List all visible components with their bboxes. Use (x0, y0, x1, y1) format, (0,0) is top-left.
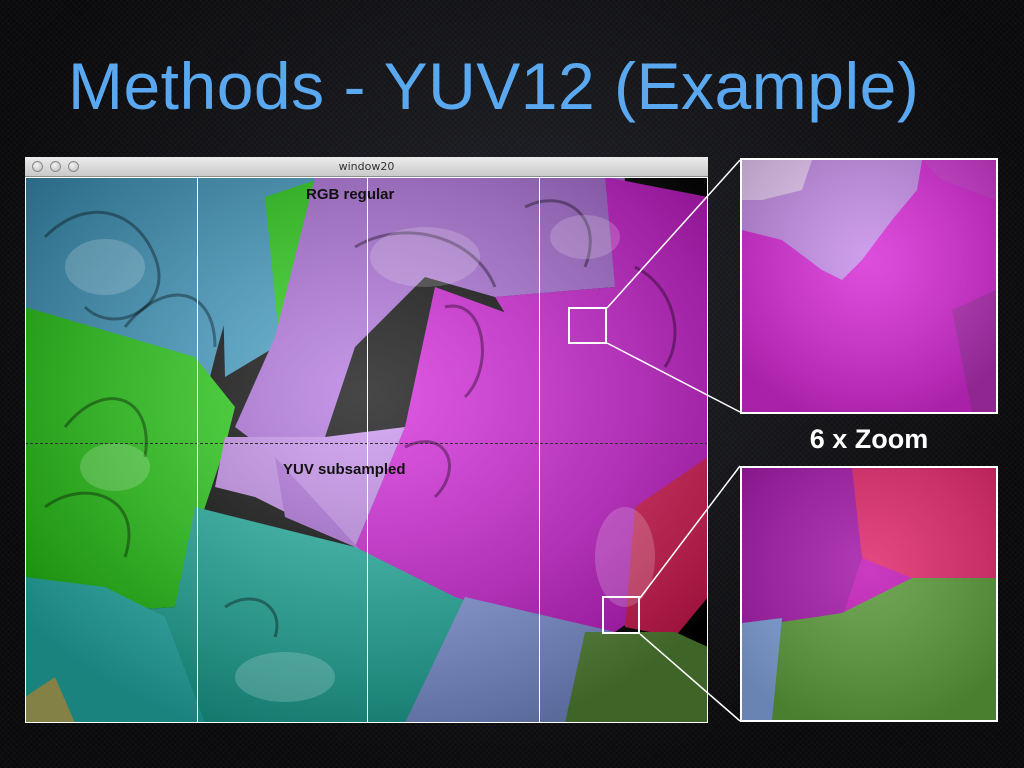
yuv-subsampled-label: YUV subsampled (283, 461, 406, 478)
grid-line (197, 177, 198, 723)
window-title: window20 (338, 160, 395, 173)
zoom-image-yuv (742, 468, 996, 720)
grid-line (367, 177, 368, 723)
app-window: window20 (25, 157, 708, 723)
zoom-panel-yuv (740, 466, 998, 722)
render-viewport[interactable]: RGB regular YUV subsampled (25, 177, 708, 723)
slide-title: Methods - YUV12 (Example) (68, 49, 920, 123)
window-minimize-icon[interactable] (50, 161, 61, 172)
zoom-image-rgb (742, 160, 996, 412)
zoom-label: 6 x Zoom (809, 424, 929, 454)
rgb-regular-label: RGB regular (306, 186, 395, 203)
window-zoom-icon[interactable] (68, 161, 79, 172)
split-line (25, 443, 708, 444)
grid-line (539, 177, 540, 723)
zoom-panel-rgb (740, 158, 998, 414)
window-titlebar[interactable]: window20 (25, 157, 708, 177)
rendered-mesh (25, 177, 708, 723)
window-close-icon[interactable] (32, 161, 43, 172)
